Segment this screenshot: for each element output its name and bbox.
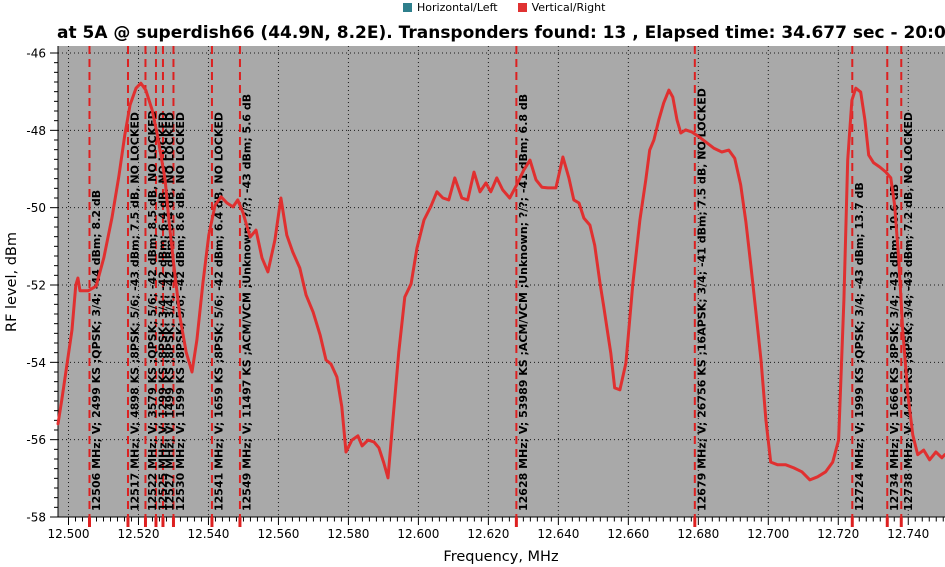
x-tick-label: 12.500 bbox=[47, 527, 89, 541]
horizontal-series-swatch-icon bbox=[403, 3, 412, 12]
transponder-label: 12628 MHz; V; 53989 KS ;ACM/VCM ;Unknown… bbox=[517, 94, 530, 511]
x-tick-label: 12.580 bbox=[327, 527, 369, 541]
transponder-label: 12525 MHz; V; 1299 KS ;8PSK; 3/4; -42 dB… bbox=[156, 112, 169, 511]
x-tick-label: 12.740 bbox=[887, 527, 929, 541]
x-tick-label: 12.600 bbox=[397, 527, 439, 541]
x-tick-label: 12.520 bbox=[117, 527, 159, 541]
y-tick-label: -50 bbox=[26, 201, 46, 215]
legend-item-vertical: Vertical/Right bbox=[517, 1, 606, 14]
y-tick-label: -52 bbox=[26, 279, 46, 293]
y-tick-label: -46 bbox=[26, 47, 46, 61]
transponder-label: 12738 MHz; V; 4438 KS ;8PSK; 3/4; -43 dB… bbox=[902, 112, 915, 511]
transponder-label: 12549 MHz; V; 11497 KS ;ACM/VCM ;Unknown… bbox=[240, 94, 253, 511]
x-axis-title: Frequency, MHz bbox=[443, 549, 558, 565]
transponder-label: 12517 MHz; V; 4898 KS ;8PSK; 5/6; -43 dB… bbox=[128, 112, 141, 511]
x-tick-label: 12.540 bbox=[187, 527, 229, 541]
x-tick-label: 12.560 bbox=[257, 527, 299, 541]
y-axis-title: RF level, dBm bbox=[4, 232, 20, 332]
spectrum-trace bbox=[56, 81, 945, 482]
transponder-label: 12724 MHz; V; 1999 KS ;QPSK; 3/4; -43 dB… bbox=[853, 182, 866, 511]
plot-area bbox=[58, 46, 945, 517]
x-tick-label: 12.700 bbox=[747, 527, 789, 541]
chart-title: at 5A @ superdish66 (44.9N, 8.2E). Trans… bbox=[57, 23, 945, 43]
x-tick-label: 12.680 bbox=[677, 527, 719, 541]
x-tick-label: 12.640 bbox=[537, 527, 579, 541]
legend: Horizontal/Left Vertical/Right bbox=[403, 1, 605, 14]
y-tick-label: -48 bbox=[26, 124, 46, 138]
x-tick-label: 12.660 bbox=[607, 527, 649, 541]
vertical-series-swatch-icon bbox=[517, 3, 527, 12]
transponder-label: 12734 MHz; V; 1666 KS ;8PSK; 3/4; -43 dB… bbox=[888, 184, 901, 511]
legend-label-horizontal: Horizontal/Left bbox=[417, 1, 498, 14]
legend-item-horizontal: Horizontal/Left bbox=[403, 1, 498, 14]
y-tick-label: -58 bbox=[26, 511, 46, 525]
y-tick-label: -54 bbox=[26, 356, 46, 370]
transponder-label: 12522 MHz; V; 3579 KS ;QPSK; 5/6; -42 dB… bbox=[146, 110, 159, 511]
transponder-label: 12679 MHz; V; 26756 KS ;16APSK; 3/4; -41… bbox=[695, 88, 708, 511]
transponder-label: 12506 MHz; V; 2499 KS ;QPSK; 3/4; -44 dB… bbox=[90, 190, 103, 511]
transponder-label: 12541 MHz; V; 1659 KS ;8PSK; 5/6; -42 dB… bbox=[212, 112, 225, 511]
y-tick-label: -56 bbox=[26, 433, 46, 447]
x-tick-label: 12.720 bbox=[817, 527, 859, 541]
legend-label-vertical: Vertical/Right bbox=[531, 1, 606, 14]
x-tick-label: 12.620 bbox=[467, 527, 509, 541]
